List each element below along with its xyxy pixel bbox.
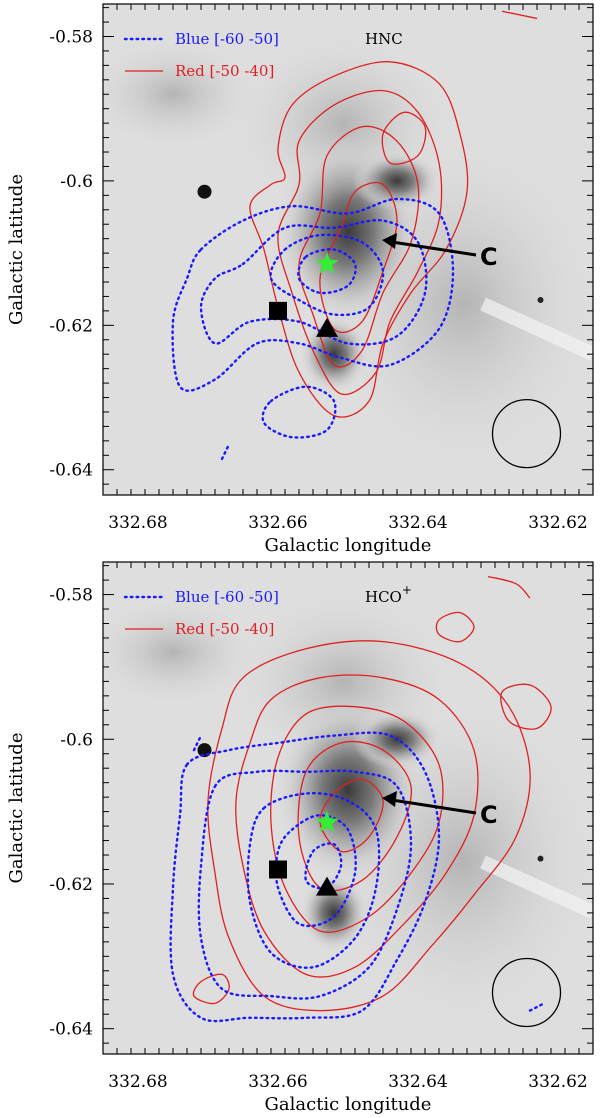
arrow-head — [382, 791, 397, 807]
y-tick-label: -0.64 — [49, 461, 93, 481]
x-tick-label: 332.64 — [388, 1072, 447, 1092]
red-contour — [435, 611, 475, 643]
plot-frame — [102, 3, 594, 496]
point-source — [197, 743, 212, 758]
stripe-artifact — [480, 297, 593, 361]
blue-contour — [199, 218, 428, 346]
red-contour — [235, 674, 479, 978]
y-axis-title: Galactic latitude — [6, 174, 27, 325]
panel-hco-plus: C Blue [-60 -50] Red [-50 -40] HCO+ 332.68 33… — [6, 561, 594, 1115]
blue-contour — [197, 769, 413, 1000]
red-contour — [249, 61, 469, 418]
red-contour — [277, 89, 443, 396]
square-marker — [269, 301, 287, 320]
red-contour — [297, 740, 413, 892]
nebula-ridge — [352, 150, 442, 211]
blue-contour — [192, 734, 203, 752]
x-tick-label: 332.66 — [248, 1072, 307, 1092]
legend-label: Red [-50 -40] — [175, 620, 274, 638]
y-tick-label: -0.6 — [60, 730, 93, 750]
legend: Blue [-60 -50] Red [-50 -40] — [123, 588, 279, 638]
x-tick-label: 332.68 — [108, 513, 167, 533]
beam-circle — [491, 957, 562, 1028]
legend-label: Blue [-60 -50] — [175, 30, 279, 48]
blue-contour — [169, 731, 441, 1023]
red-contour — [501, 10, 538, 20]
point-source — [197, 184, 212, 199]
red-contour — [207, 640, 531, 1012]
legend: Blue [-60 -50] Red [-50 -40] — [123, 30, 279, 80]
arrow-line — [391, 798, 477, 815]
triangle-marker — [316, 876, 338, 896]
square-marker — [269, 860, 287, 879]
legend-label: Blue [-60 -50] — [175, 588, 279, 606]
blue-contour — [269, 233, 385, 317]
red-contour — [298, 125, 420, 368]
y-axis-title: Galactic latitude — [6, 733, 27, 884]
blue-contour — [246, 792, 381, 969]
x-tick-label: 332.62 — [528, 1072, 587, 1092]
nebula-south — [299, 872, 369, 953]
plot-frame — [102, 561, 594, 1055]
blue-contour — [220, 443, 231, 461]
ticks — [102, 4, 594, 495]
x-tick-label: 332.64 — [388, 513, 447, 533]
background-image — [103, 562, 593, 1054]
molecule-superscript: + — [402, 583, 412, 597]
x-tick-label: 332.66 — [248, 513, 307, 533]
red-contour — [500, 683, 552, 730]
x-axis-title: Galactic longitude — [265, 535, 432, 556]
contours — [171, 10, 538, 461]
contours — [169, 575, 552, 1023]
triangle-marker — [316, 317, 338, 337]
red-contour — [381, 111, 427, 165]
arrow-line — [391, 240, 477, 257]
ticks — [102, 562, 594, 1054]
y-tick-label: -0.58 — [49, 27, 93, 47]
blue-contour — [171, 197, 455, 392]
beam-circle — [491, 398, 562, 469]
stripe-artifact — [480, 855, 593, 919]
x-axis-title: Galactic longitude — [265, 1094, 432, 1115]
panel-hnc: C Blue [-60 -50] Red [-50 -40] HNC 332.68 332… — [6, 3, 594, 556]
y-tick-label: -0.64 — [49, 1020, 93, 1040]
molecule-label: HNC — [365, 30, 403, 48]
nebula-south — [299, 314, 369, 395]
molecule-label: HCO+ — [365, 583, 412, 606]
blue-contour — [297, 248, 357, 295]
background-image — [103, 4, 593, 495]
star-marker — [315, 251, 339, 274]
red-contour — [487, 575, 531, 599]
point-source — [537, 855, 544, 862]
red-contour — [319, 778, 384, 853]
y-tick-label: -0.6 — [60, 172, 93, 192]
blue-contour — [261, 385, 337, 439]
star-marker — [315, 810, 339, 833]
blue-contour — [304, 842, 343, 890]
region-label: C — [480, 243, 498, 271]
region-label: C — [480, 801, 498, 829]
arrow-head — [382, 233, 397, 249]
y-tick-label: -0.62 — [49, 316, 93, 336]
blue-contour — [528, 1002, 546, 1012]
y-tick-label: -0.58 — [49, 586, 93, 606]
legend-label: Red [-50 -40] — [175, 62, 274, 80]
point-source — [537, 297, 544, 304]
y-tick-label: -0.62 — [49, 875, 93, 895]
x-tick-label: 332.68 — [108, 1072, 167, 1092]
red-contour — [192, 973, 230, 1005]
x-tick-label: 332.62 — [528, 513, 587, 533]
